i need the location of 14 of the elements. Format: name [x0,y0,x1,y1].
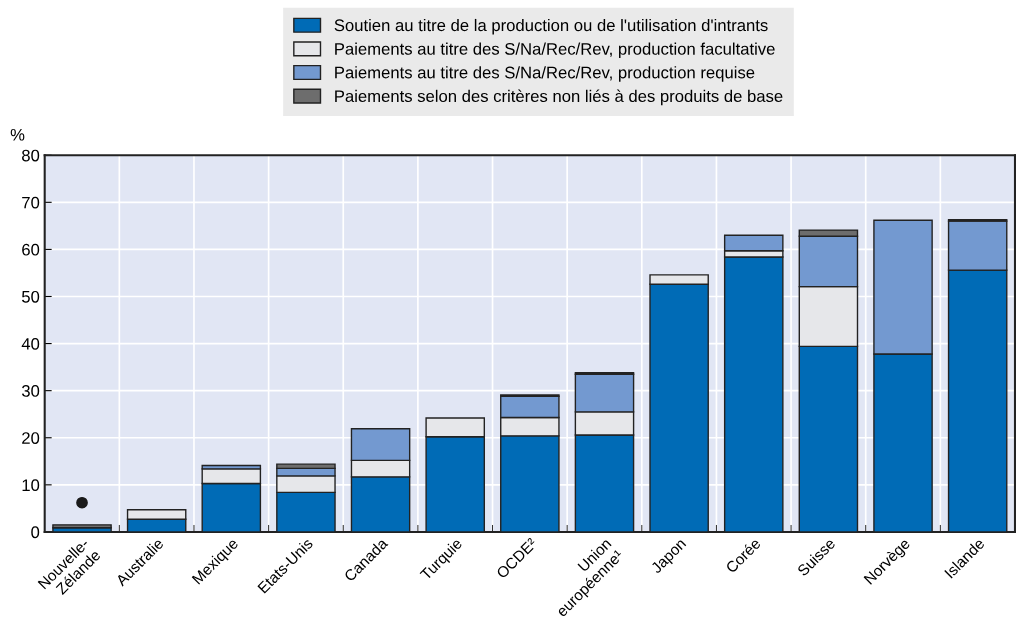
legend-label: Paiements au titre des S/Na/Rec/Rev, production requise [335,66,755,82]
y-tick-label: 30 [21,385,40,397]
y-tick-label: 0 [31,526,40,539]
y-axis-title: % [10,128,25,141]
y-tick-label: 70 [22,196,40,209]
legend-label: Paiements selon des critères non liés à des produits de base [335,89,783,106]
y-tick-label: 60 [22,243,40,256]
y-tick-label: 20 [22,432,40,444]
y-tick-label: 50 [21,290,40,303]
y-tick-label: 40 [21,337,40,350]
y-tick-label: 80 [22,149,40,162]
legend-label: Soutien au titre de la production ou de l'utilisation d'intrants [334,18,768,35]
y-tick-label: 10 [22,479,40,492]
legend-label: Paiements au titre des S/Na/Rec/Rev, production facultative [335,42,775,59]
